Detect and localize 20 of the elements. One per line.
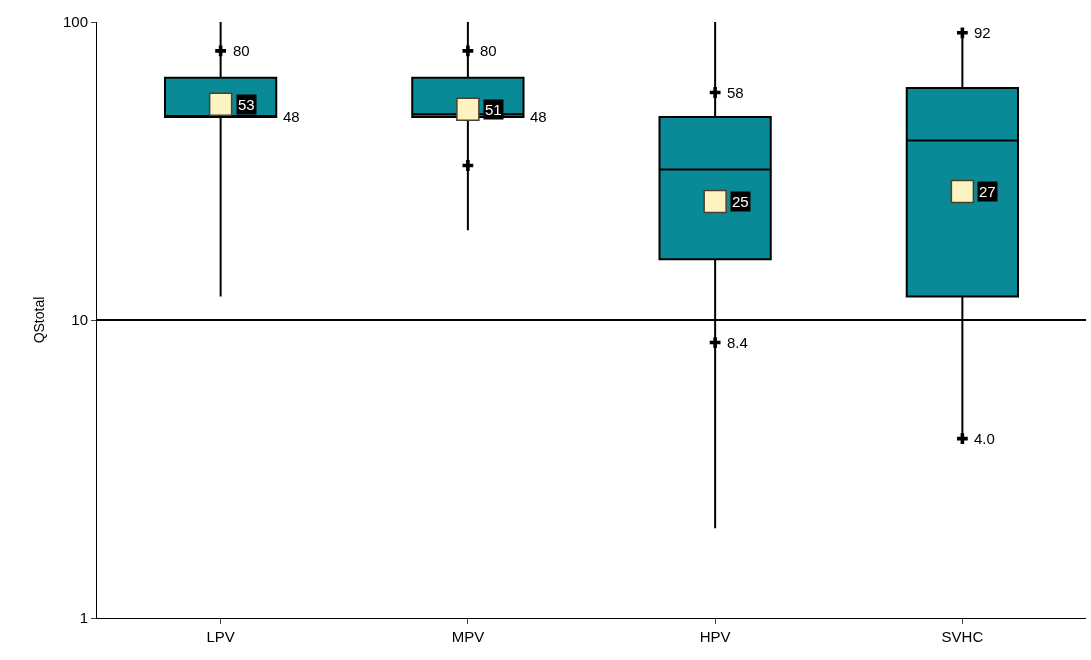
data-label: 92 xyxy=(974,24,991,41)
y-tick-label: 1 xyxy=(79,609,88,627)
annotation: 48 xyxy=(530,108,547,125)
data-label: 80 xyxy=(480,42,497,59)
y-axis-title: QStotal xyxy=(30,296,47,344)
data-label: 4.0 xyxy=(974,430,995,447)
x-tick-label: SVHC xyxy=(941,628,984,645)
data-label: 53 xyxy=(238,96,255,113)
data-label: 25 xyxy=(732,193,749,210)
data-label: 58 xyxy=(727,84,744,101)
data-label: 51 xyxy=(485,101,502,118)
data-label: 80 xyxy=(233,42,250,59)
annotation: 48 xyxy=(283,108,300,125)
y-tick-label: 10 xyxy=(71,311,88,329)
x-tick-label: MPV xyxy=(451,628,485,645)
data-label: 27 xyxy=(979,183,996,200)
y-tick-label: 100 xyxy=(62,13,88,31)
x-tick-label: LPV xyxy=(206,628,235,645)
data-label: 8.4 xyxy=(727,334,748,351)
x-tick-label: HPV xyxy=(699,628,731,645)
